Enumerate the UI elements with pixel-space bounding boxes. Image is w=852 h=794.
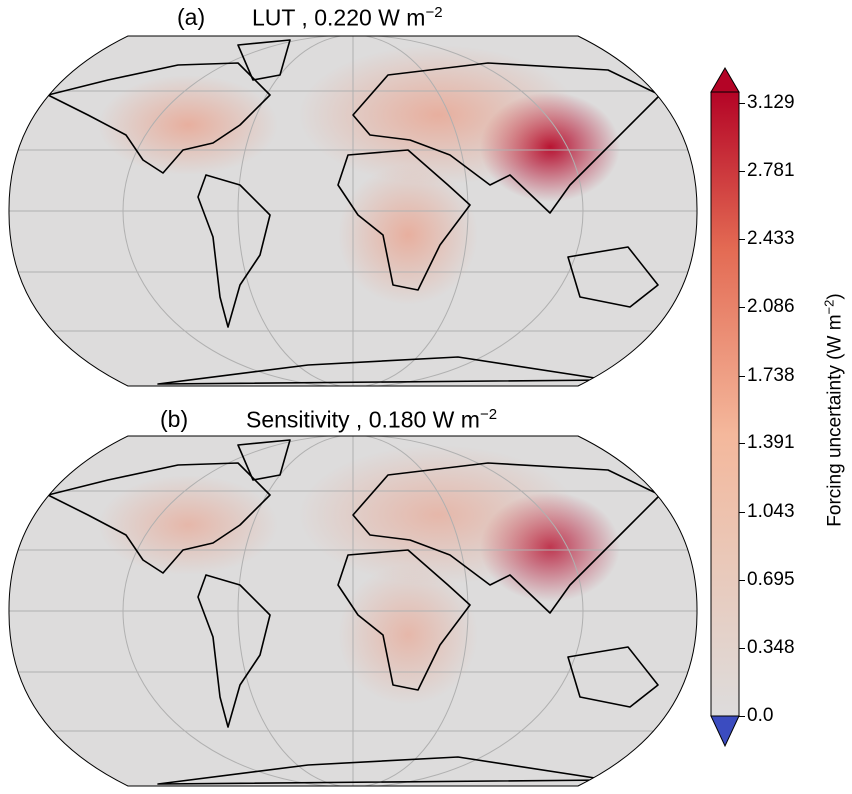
colorbar-tick-mark — [739, 307, 745, 309]
panel-b-value: 0.180 — [368, 406, 427, 433]
north-america-plume — [98, 475, 278, 575]
colorbar — [710, 67, 740, 748]
africa-plume — [338, 565, 478, 705]
colorbar-tick-mark — [739, 511, 745, 513]
north-america-plume — [98, 75, 278, 175]
panel-b-unit-exp: −2 — [479, 406, 498, 423]
colorbar-tick-mark — [739, 239, 745, 241]
colorbar-gradient — [710, 91, 740, 717]
panel-b-unit: W m — [432, 406, 480, 433]
coastline — [337, 149, 471, 291]
graticule-meridian — [122, 436, 584, 786]
coastline — [47, 462, 271, 574]
colorbar-tick-label: 0.695 — [747, 568, 795, 590]
colorbar-tick-mark — [739, 171, 745, 173]
map-boundary — [8, 435, 698, 787]
panel-b-title: Sensitivity , 0.180 W m−2 — [246, 406, 498, 433]
map-body — [8, 36, 698, 386]
colorbar-tick-mark — [739, 375, 745, 377]
colorbar-label: Forcing uncertainty (W m−2) — [821, 293, 846, 527]
panel-a-letter: (a) — [177, 4, 206, 30]
coastline — [47, 62, 271, 174]
colorbar-tick-mark — [739, 647, 745, 649]
map-body — [8, 436, 698, 786]
coastline — [352, 462, 661, 614]
panel-a-value: 0.220 — [314, 4, 372, 31]
map-boundary — [8, 35, 698, 387]
colorbar-tick-label: 2.433 — [747, 228, 795, 250]
panel-b-method: Sensitivity — [246, 406, 350, 433]
coastline — [197, 574, 271, 728]
coastline — [567, 646, 659, 708]
colorbar-tick-label: 0.348 — [747, 636, 795, 658]
graticule-meridian — [122, 36, 584, 386]
panel-b-letter: (b) — [160, 406, 189, 432]
colorbar-tick-mark — [739, 103, 745, 104]
map-panel-a — [8, 35, 698, 387]
colorbar-tick-label: 1.391 — [747, 432, 795, 454]
map-panel-b — [8, 435, 698, 787]
colorbar-tick-label: 2.781 — [747, 160, 795, 182]
coastline — [197, 174, 271, 328]
colorbar-tick-label: 0.0 — [747, 705, 774, 726]
colorbar-over-arrow — [710, 67, 740, 93]
coastline — [157, 356, 609, 385]
graticule-meridian — [237, 436, 469, 786]
graticule-meridian — [237, 36, 469, 386]
coastline — [567, 246, 659, 308]
coastline — [337, 549, 471, 691]
coastline — [237, 39, 291, 81]
africa-plume — [338, 165, 478, 305]
colorbar-tick-label: 1.043 — [747, 500, 795, 522]
colorbar-under-arrow — [710, 715, 740, 748]
colorbar-tick-mark — [739, 443, 745, 445]
colorbar-tick-label: 1.738 — [747, 364, 795, 386]
coastline — [237, 439, 291, 481]
panel-a-unit-exp: −2 — [425, 4, 443, 21]
coastline — [157, 756, 609, 785]
colorbar-tick-mark — [739, 579, 745, 581]
colorbar-tick-mark — [739, 716, 745, 717]
coastline — [352, 62, 661, 214]
panel-a-method: LUT — [252, 4, 296, 31]
colorbar-tick-label: 2.086 — [747, 296, 795, 318]
panel-a-title: LUT , 0.220 W m−2 — [252, 4, 443, 31]
panel-a-unit: W m — [378, 4, 426, 31]
colorbar-tick-label: 3.129 — [747, 92, 795, 113]
